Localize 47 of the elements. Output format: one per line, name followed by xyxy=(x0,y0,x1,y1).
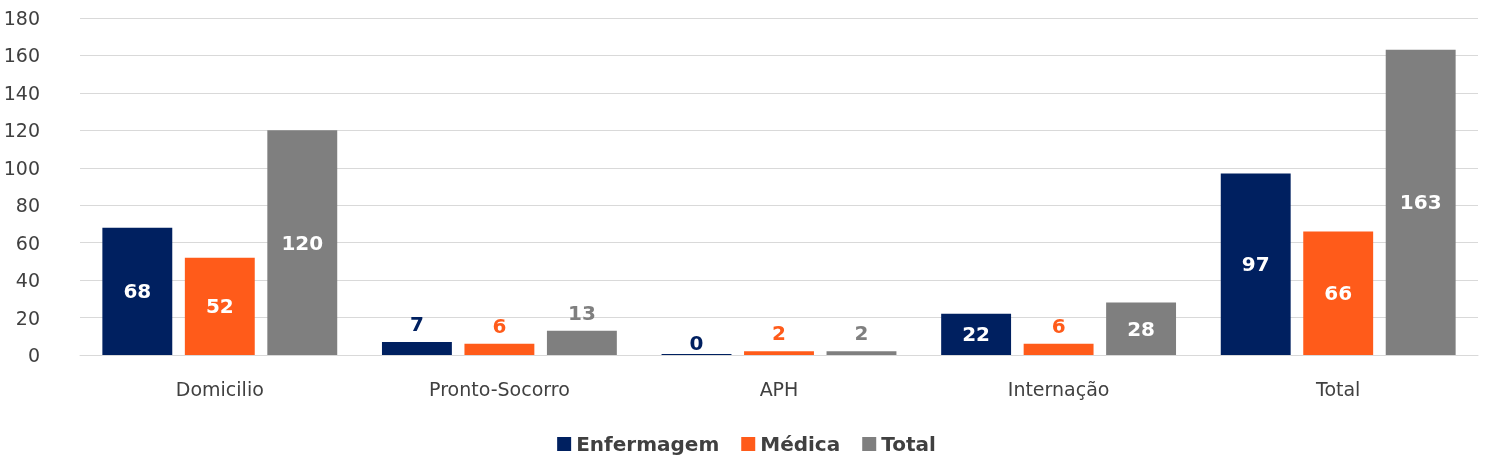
legend-label: Médica xyxy=(760,432,841,456)
data-label: 28 xyxy=(1127,316,1155,341)
x-tick-label: Pronto-Socorro xyxy=(429,377,570,400)
data-label: 13 xyxy=(567,300,596,325)
data-label: 22 xyxy=(962,322,991,347)
x-tick-label: APH xyxy=(759,377,799,400)
bar xyxy=(184,257,255,355)
legend-label: Total xyxy=(881,432,936,456)
bar xyxy=(102,227,173,355)
y-tick-label: 60 xyxy=(15,231,40,254)
bar xyxy=(1106,302,1177,355)
y-tick-label: 80 xyxy=(15,194,40,217)
data-label: 163 xyxy=(1399,190,1442,215)
bar xyxy=(826,351,897,355)
bar xyxy=(744,351,814,355)
y-tick-label: 140 xyxy=(3,81,40,104)
data-label: 7 xyxy=(409,311,424,336)
bar xyxy=(1023,343,1094,355)
data-label: 68 xyxy=(123,279,152,304)
bar xyxy=(1220,173,1291,355)
data-label: 52 xyxy=(205,294,234,319)
bar xyxy=(381,341,452,355)
data-label: 2 xyxy=(854,321,869,346)
y-tick-label: 120 xyxy=(3,119,40,142)
x-tick-label: Internação xyxy=(1007,377,1110,400)
y-tick-label: 180 xyxy=(3,7,40,29)
y-tick-label: 40 xyxy=(15,269,40,292)
y-tick-label: 0 xyxy=(27,344,40,366)
x-tick-label: Total xyxy=(1315,377,1361,400)
data-label: 66 xyxy=(1324,281,1353,306)
data-label: 6 xyxy=(492,313,507,338)
x-tick-label: Domicilio xyxy=(175,377,264,400)
y-tick-label: 20 xyxy=(15,306,40,329)
data-label: 0 xyxy=(689,331,704,355)
bar xyxy=(1303,231,1374,355)
data-label: 2 xyxy=(772,321,786,346)
bar xyxy=(464,343,535,355)
bar xyxy=(267,130,338,355)
legend-label: Enfermagem xyxy=(576,432,720,456)
data-label: 120 xyxy=(281,230,324,255)
data-label: 6 xyxy=(1051,313,1066,338)
data-label: 97 xyxy=(1241,252,1270,277)
bar xyxy=(1385,49,1456,355)
bar xyxy=(546,330,617,355)
bar xyxy=(941,313,1012,355)
y-tick-label: 100 xyxy=(3,156,40,179)
y-tick-label: 160 xyxy=(3,44,40,67)
